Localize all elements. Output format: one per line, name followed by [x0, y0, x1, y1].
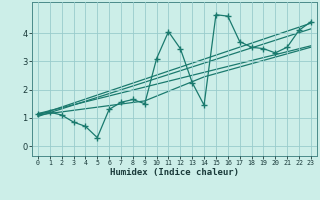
- X-axis label: Humidex (Indice chaleur): Humidex (Indice chaleur): [110, 168, 239, 177]
